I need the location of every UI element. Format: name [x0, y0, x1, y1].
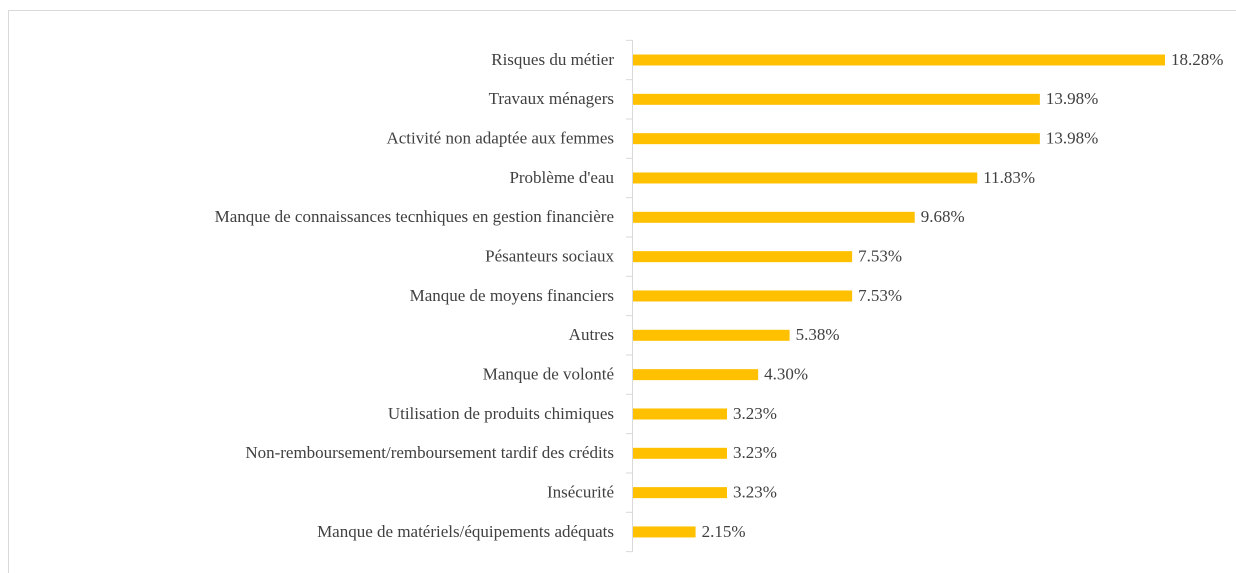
bar: [633, 172, 978, 184]
bar: [633, 133, 1040, 145]
data-label: 18.28%: [1171, 50, 1223, 69]
bar: [633, 526, 696, 538]
bar: [633, 54, 1165, 66]
data-label: 7.53%: [858, 247, 902, 266]
data-label: 7.53%: [858, 286, 902, 305]
bar: [633, 329, 790, 341]
y-tick-label: Non-remboursement/remboursement tardif d…: [245, 443, 614, 462]
data-label: 13.98%: [1046, 89, 1098, 108]
y-tick-label: Manque de matériels/équipements adéquats: [317, 522, 614, 541]
bar: [633, 408, 728, 420]
data-label: 13.98%: [1046, 129, 1098, 148]
bar: [633, 93, 1040, 105]
data-label: 5.38%: [796, 325, 840, 344]
y-tick-label: Pésanteurs sociaux: [485, 247, 614, 266]
bar: [633, 487, 728, 499]
bar: [633, 369, 759, 381]
data-label: 2.15%: [702, 522, 746, 541]
y-tick-label: Risques du métier: [491, 50, 614, 69]
data-label: 9.68%: [921, 207, 965, 226]
data-label: 11.83%: [983, 168, 1035, 187]
y-tick-label: Manque de moyens financiers: [410, 286, 614, 305]
y-tick-label: Manque de connaissances tecnhiques en ge…: [215, 207, 614, 226]
data-label: 4.30%: [764, 365, 808, 384]
bar: [633, 447, 728, 459]
y-tick-label: Insécurité: [547, 483, 614, 502]
bar: [633, 251, 853, 263]
data-label: 3.23%: [733, 443, 777, 462]
bar: [633, 290, 853, 302]
data-label: 3.23%: [733, 404, 777, 423]
y-tick-label: Problème d'eau: [509, 168, 614, 187]
y-tick-label: Utilisation de produits chimiques: [388, 404, 614, 423]
data-label: 3.23%: [733, 483, 777, 502]
y-tick-label: Travaux ménagers: [489, 89, 614, 108]
chart-frame: [8, 10, 1236, 573]
y-tick-label: Autres: [569, 325, 614, 344]
bar: [633, 211, 915, 223]
y-tick-label: Manque de volonté: [483, 365, 614, 384]
y-tick-label: Activité non adaptée aux femmes: [386, 129, 614, 148]
